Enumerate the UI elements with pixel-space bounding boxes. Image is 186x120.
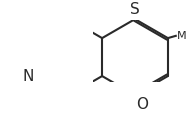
Text: S: S (130, 2, 140, 17)
Text: Me: Me (177, 31, 186, 41)
Text: O: O (136, 97, 148, 112)
Text: N: N (23, 69, 34, 84)
